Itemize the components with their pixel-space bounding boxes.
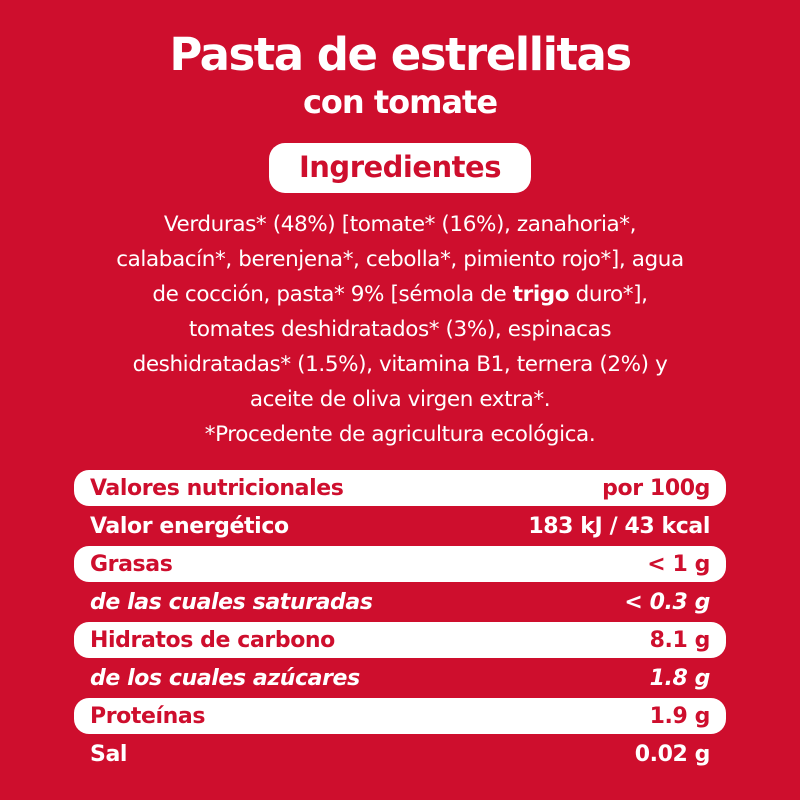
ingredients-line-3-pre: de cocción, pasta* 9% [sémola de <box>152 282 513 307</box>
table-row-energy: Valor energético 183 kJ / 43 kcal <box>74 508 726 544</box>
ingredients-line-4: tomates deshidratados* (3%), espinacas <box>188 317 612 342</box>
product-title: Pasta de estrellitas <box>169 28 632 81</box>
row-value: 183 kJ / 43 kcal <box>528 513 710 539</box>
row-label: Grasas <box>90 551 173 577</box>
ingredients-text: Verduras* (48%) [tomate* (16%), zanahori… <box>0 207 800 452</box>
table-header-label: Valores nutricionales <box>90 475 344 501</box>
allergen-trigo: trigo <box>512 282 570 307</box>
row-value: 8.1 g <box>649 627 711 653</box>
row-value: 1.9 g <box>649 703 711 729</box>
ingredients-line-3-post: duro*], <box>569 282 648 307</box>
table-header-row: Valores nutricionales por 100g <box>74 470 726 506</box>
row-value: < 1 g <box>647 551 710 577</box>
table-row-saturated-fat: de las cuales saturadas < 0.3 g <box>74 584 726 620</box>
row-label: Valor energético <box>90 513 289 539</box>
nutrition-table: Valores nutricionales por 100g Valor ene… <box>74 470 726 772</box>
table-row-fat: Grasas < 1 g <box>74 546 726 582</box>
table-row-sugars: de los cuales azúcares 1.8 g <box>74 660 726 696</box>
ingredients-badge: Ingredientes <box>269 143 531 193</box>
row-value: 1.8 g <box>649 665 711 691</box>
ingredients-line-3: de cocción, pasta* 9% [sémola de trigo d… <box>0 277 800 312</box>
product-subtitle: con tomate <box>302 83 498 121</box>
table-row-salt: Sal 0.02 g <box>74 736 726 772</box>
organic-footnote: *Procedente de agricultura ecológica. <box>204 422 596 447</box>
row-label: de los cuales azúcares <box>90 665 360 691</box>
ingredients-line-2: calabacín*, berenjena*, cebolla*, pimien… <box>116 247 684 272</box>
table-row-carbohydrates: Hidratos de carbono 8.1 g <box>74 622 726 658</box>
row-label: de las cuales saturadas <box>90 589 373 615</box>
row-label: Proteínas <box>90 703 206 729</box>
table-header-value: por 100g <box>602 475 710 501</box>
ingredients-line-5: deshidratadas* (1.5%), vitamina B1, tern… <box>132 352 668 377</box>
row-value: 0.02 g <box>634 741 711 767</box>
row-value: < 0.3 g <box>624 589 710 615</box>
ingredients-line-6: aceite de oliva virgen extra*. <box>249 387 551 412</box>
row-label: Hidratos de carbono <box>90 627 335 653</box>
ingredients-line-1: Verduras* (48%) [tomate* (16%), zanahori… <box>163 212 637 237</box>
table-row-proteins: Proteínas 1.9 g <box>74 698 726 734</box>
row-label: Sal <box>90 741 128 767</box>
